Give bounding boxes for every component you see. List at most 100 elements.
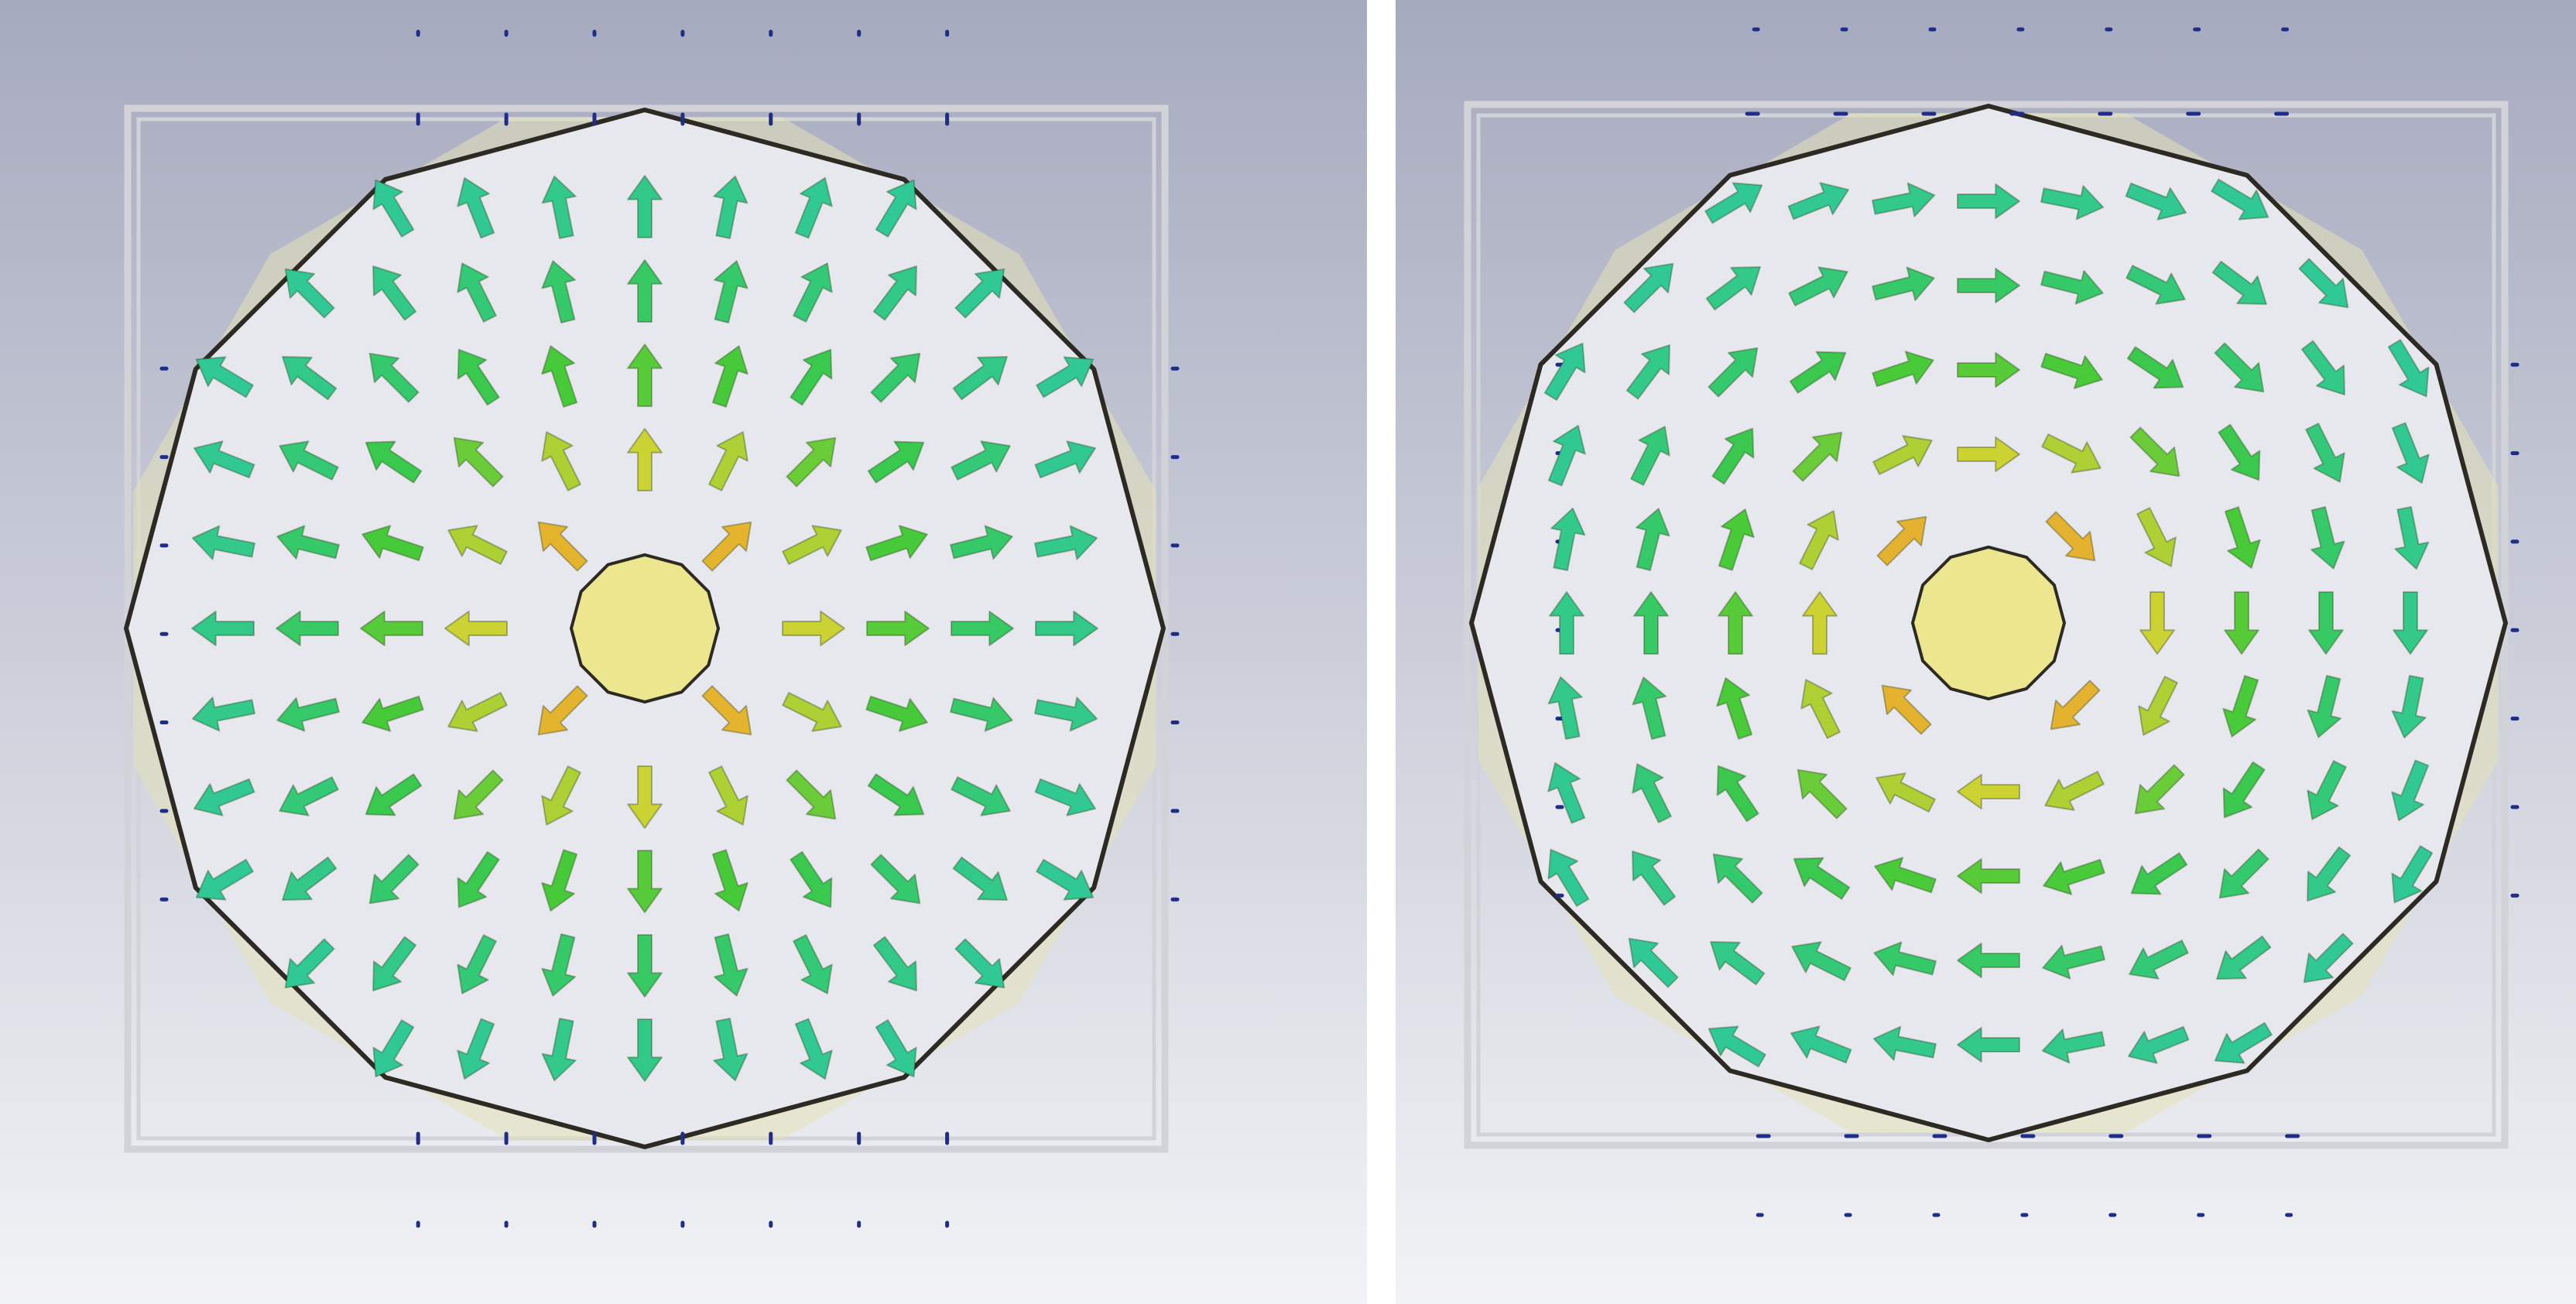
field-view-right[interactable]: [1396, 0, 2576, 1304]
arrow-icon-70: [1875, 772, 1936, 813]
arrow-icon-4: [2040, 185, 2105, 221]
arrow-icon-44: [2136, 507, 2177, 567]
arrow-icon-78: [1632, 851, 1677, 906]
arrow-icon-90: [1791, 941, 1852, 981]
arrow-icon-73: [786, 769, 837, 820]
arrow-icon-101: [713, 1018, 748, 1082]
arrow-icon-11: [1957, 268, 2020, 303]
arrow-icon-60: [537, 685, 588, 736]
arrow-icon-97: [372, 1019, 415, 1078]
arrow-icon-65: [2391, 675, 2427, 739]
arrow-icon-33: [2041, 433, 2102, 474]
arrow-icon-57: [276, 696, 340, 732]
arrow-icon-103: [2214, 1022, 2273, 1064]
arrow-icon-27: [193, 440, 255, 479]
arrow-icon-20: [1872, 351, 1934, 388]
arrow-icon-101: [2041, 1028, 2105, 1064]
arrow-icon-2: [1872, 182, 1936, 217]
arrow-icon-33: [708, 431, 748, 491]
arrow-icon-55: [2393, 591, 2428, 655]
arrow-icon-22: [711, 345, 748, 408]
arrow-icon-82: [1957, 858, 2020, 894]
arrow-icon-88: [1628, 937, 1679, 988]
field-view-left[interactable]: [0, 0, 1367, 1304]
arrow-icon-35: [2218, 423, 2261, 481]
arrow-icon-8: [1705, 266, 1761, 311]
arrow-icon-85: [870, 854, 921, 905]
arrow-icon-100: [627, 1018, 663, 1082]
arrow-icon-10: [541, 260, 577, 323]
arrow-icon-32: [1957, 436, 2020, 472]
arrow-icon-64: [2307, 675, 2342, 738]
arrow-icon-100: [1957, 1027, 2020, 1063]
arrow-icon-67: [1632, 763, 1672, 823]
arrow-icon-50: [360, 611, 423, 646]
arrow-icon-102: [2127, 1025, 2190, 1064]
arrow-icon-52: [2139, 591, 2175, 655]
arrow-icon-83: [711, 849, 748, 912]
conductor-icon: [569, 553, 721, 704]
arrow-icon-56: [191, 696, 255, 732]
arrow-icon-12: [713, 260, 748, 323]
arrow-icon-98: [1790, 1025, 1852, 1064]
arrow-icon-31: [1872, 435, 1933, 475]
arrow-icon-77: [195, 858, 254, 901]
arrow-icon-43: [2045, 511, 2096, 562]
circular-field-plot: [1396, 0, 2576, 1304]
arrow-icon-45: [2224, 506, 2261, 569]
arrow-icon-74: [2222, 761, 2266, 819]
arrow-icon-28: [1630, 426, 1670, 486]
arrow-icon-19: [457, 348, 500, 406]
arrow-icon-61: [701, 685, 752, 736]
arrow-icon-86: [952, 856, 1008, 901]
arrow-icon-51: [444, 611, 508, 646]
arrow-icon-66: [1547, 762, 1586, 824]
boundary-arrows: [159, 29, 1180, 1228]
arrow-icon-42: [537, 521, 588, 572]
arrow-icon-69: [1797, 768, 1848, 820]
arrow-icon-89: [372, 936, 417, 991]
arrow-icon-72: [2044, 771, 2105, 811]
arrow-icon-41: [447, 525, 508, 565]
arrow-icon-8: [372, 265, 417, 321]
arrow-icon-15: [954, 268, 1005, 319]
arrow-icon-87: [2391, 845, 2434, 904]
arrow-icon-62: [2138, 676, 2178, 736]
arrow-icon-14: [872, 265, 917, 321]
arrow-icon-45: [865, 525, 928, 562]
arrow-icon-16: [1543, 342, 1586, 401]
arrow-icon-21: [627, 344, 663, 407]
arrow-icon-17: [282, 356, 337, 401]
arrow-icon-70: [541, 765, 581, 826]
arrow-icon-97: [1708, 1025, 1766, 1068]
arrow-icon-34: [2129, 426, 2180, 477]
arrow-icon-10: [1872, 266, 1935, 302]
arrow-icon-13: [793, 262, 833, 323]
arrow-icon-81: [541, 849, 578, 912]
arrow-icon-16: [195, 356, 254, 399]
arrow-icon-75: [2307, 760, 2347, 820]
arrow-icon-35: [867, 440, 925, 484]
arrow-icon-98: [457, 1018, 495, 1080]
field-arrows: [1543, 178, 2434, 1068]
field-arrows: [191, 175, 1098, 1082]
arrow-icon-65: [1034, 696, 1098, 732]
arrow-icon-89: [1710, 941, 1766, 986]
arrow-icon-41: [1799, 510, 1839, 570]
arrow-icon-78: [282, 856, 337, 901]
arrow-icon-68: [1716, 765, 1759, 823]
arrow-icon-39: [1635, 508, 1670, 571]
arrow-icon-84: [2130, 852, 2188, 895]
conductor-icon: [1910, 545, 2067, 701]
arrow-icon-20: [541, 345, 578, 408]
arrow-icon-37: [2391, 422, 2430, 484]
arrow-icon-81: [1874, 857, 1937, 894]
arrow-icon-25: [952, 356, 1008, 401]
arrow-icon-15: [2298, 258, 2349, 309]
arrow-icon-55: [1035, 611, 1098, 646]
arrow-icon-3: [1957, 183, 2020, 219]
arrow-icon-44: [782, 525, 842, 565]
arrow-icon-87: [1036, 858, 1094, 901]
arrow-icon-6: [875, 179, 917, 238]
arrow-icon-49: [276, 611, 339, 646]
